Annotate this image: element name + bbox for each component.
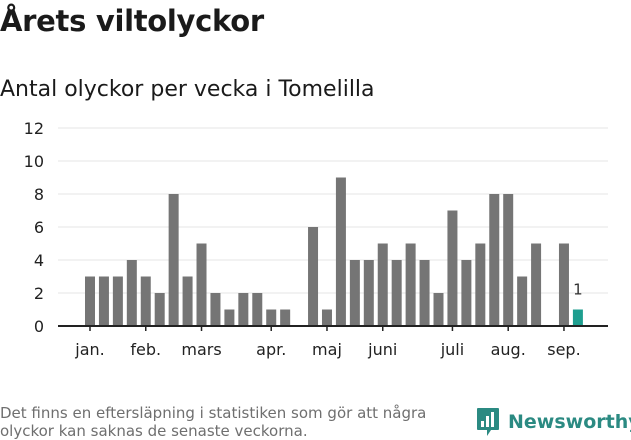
bar [391, 260, 402, 326]
newsworthy-brand[interactable]: Newsworthy [476, 407, 631, 437]
bar [224, 309, 235, 326]
bar [85, 276, 95, 326]
y-tick-label: 0 [34, 317, 44, 336]
bar [335, 177, 346, 326]
bar [517, 276, 528, 326]
y-tick-label: 2 [34, 284, 44, 303]
data-label: 1 [573, 281, 583, 299]
x-tick-label: sep. [547, 340, 580, 359]
bar [363, 260, 374, 326]
y-tick-label: 6 [34, 218, 44, 237]
x-tick-label: feb. [130, 340, 161, 359]
bar [475, 243, 486, 326]
chart-title: Årets viltolyckor [0, 4, 264, 38]
x-tick-label: juni [367, 340, 397, 359]
bar [238, 293, 249, 326]
bar [377, 243, 388, 326]
bar [349, 260, 360, 326]
bar [126, 260, 137, 326]
bar [266, 309, 277, 326]
footnote: Det finns en eftersläpning i statistiken… [0, 404, 427, 440]
bar [447, 210, 458, 326]
y-tick-label: 12 [24, 119, 44, 138]
bar [182, 276, 193, 326]
bar [140, 276, 151, 326]
bar [98, 276, 109, 326]
x-tick-label: juli [440, 340, 464, 359]
bar [419, 260, 430, 326]
bar [210, 293, 221, 326]
x-tick-label: mars [181, 340, 221, 359]
bar [531, 243, 542, 326]
chart-subtitle: Antal olyckor per vecka i Tomelilla [0, 77, 375, 102]
brand-name: Newsworthy [508, 411, 631, 433]
bar [321, 309, 332, 326]
bar [433, 293, 444, 326]
bar [196, 243, 207, 326]
x-tick-label: apr. [256, 340, 286, 359]
bar [168, 194, 179, 326]
bar-chart: 0 2 4 6 8 10 12 1 jan. feb. mars apr. maj juni juli aug… [24, 119, 608, 359]
bar [489, 194, 500, 326]
bar [572, 309, 583, 326]
bar [154, 293, 165, 326]
x-tick-label: jan. [74, 340, 104, 359]
bar [308, 227, 319, 326]
bar [405, 243, 416, 326]
x-tick-label: aug. [491, 340, 526, 359]
bar [280, 309, 291, 326]
bar [112, 276, 123, 326]
x-tick-label: maj [312, 340, 342, 359]
bar [252, 293, 263, 326]
y-tick-label: 4 [34, 251, 44, 270]
bar [558, 243, 569, 326]
bar [461, 260, 472, 326]
bar [503, 194, 514, 326]
y-tick-label: 10 [24, 152, 44, 171]
y-tick-label: 8 [34, 185, 44, 204]
newsworthy-logo-icon [477, 408, 499, 436]
